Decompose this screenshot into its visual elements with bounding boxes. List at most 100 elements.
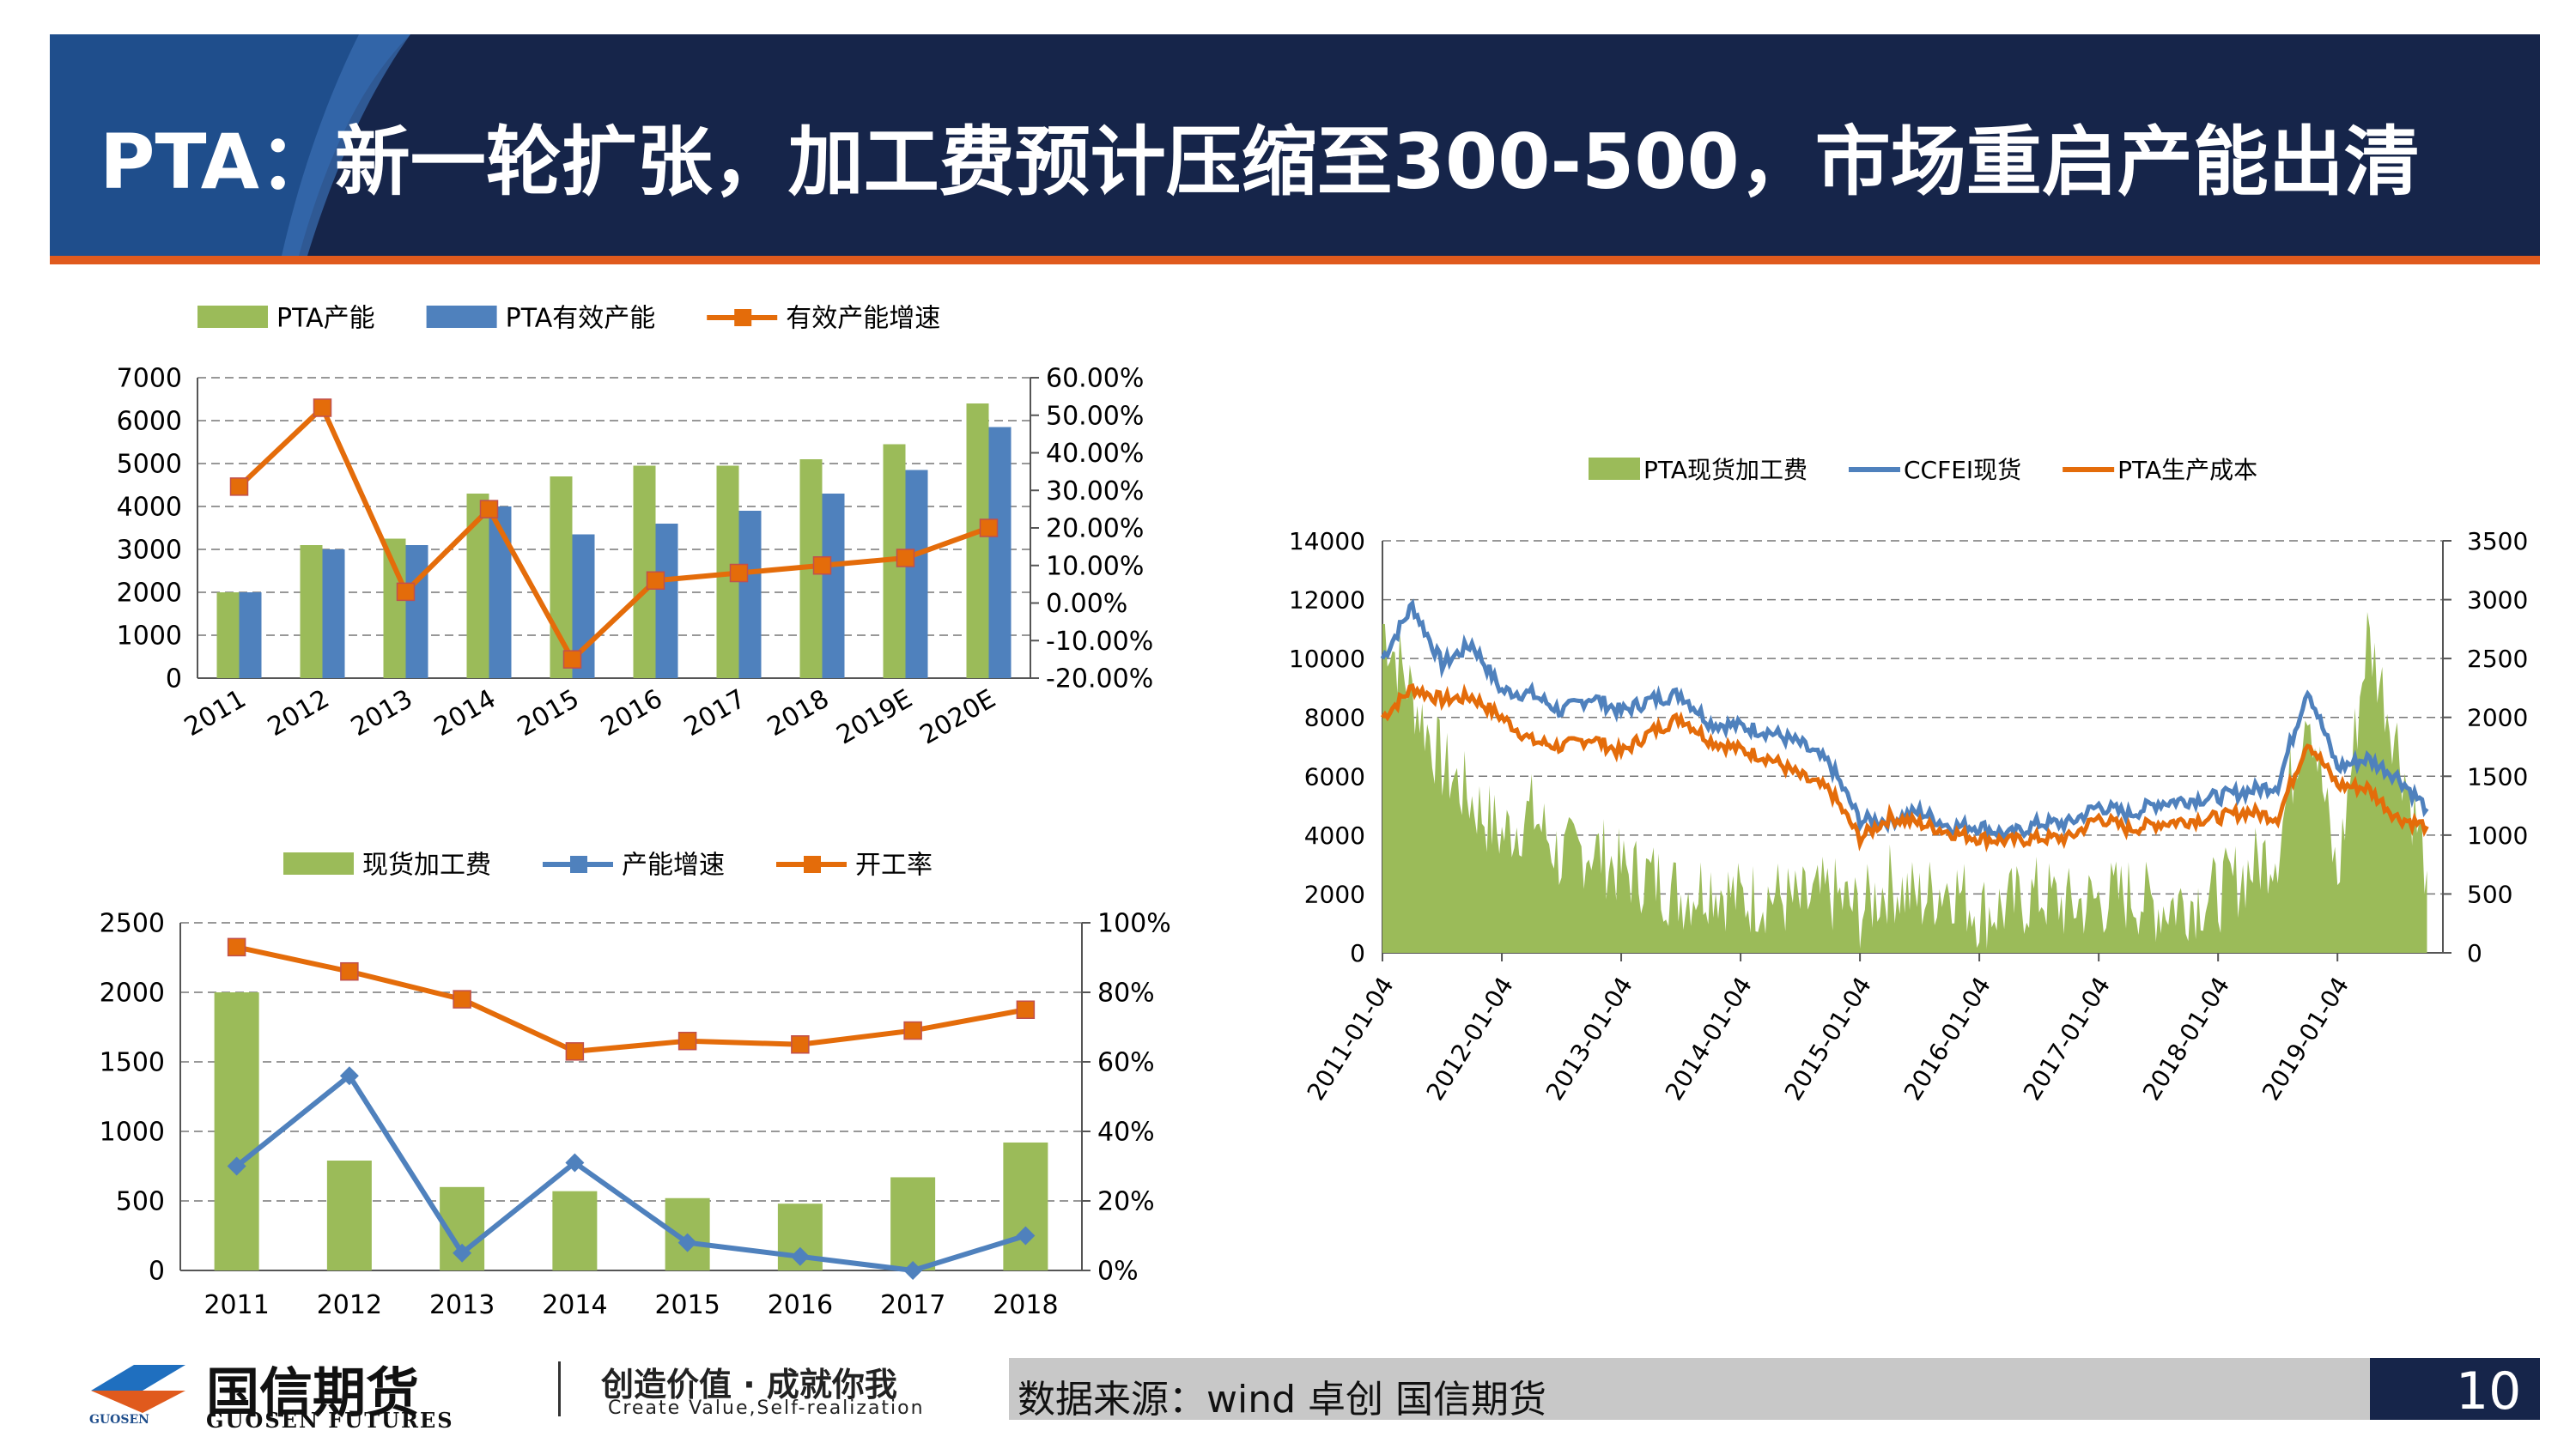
y-tick-label: 6000 [1304, 762, 1365, 791]
marker-有效产能增速 [896, 549, 915, 567]
x-tick-label: 2013 [429, 1290, 495, 1320]
marker-开工率 [903, 1021, 922, 1040]
legend-label: PTA生产成本 [2117, 456, 2257, 484]
legend-label: 有效产能增速 [786, 304, 940, 334]
x-tick-label: 2011 [179, 684, 252, 743]
marker-有效产能增速 [229, 477, 249, 496]
bar-现货加工费 [552, 1191, 598, 1270]
marker-开工率 [565, 1042, 585, 1061]
slogan-cn: 创造价值 · 成就你我 [601, 1366, 897, 1404]
y-tick-label: 10000 [1289, 645, 1365, 673]
y-tick-label: 12000 [1289, 586, 1365, 615]
bar-PTA产能 [300, 545, 323, 678]
bar-PTA有效产能 [905, 470, 928, 678]
x-tick-label: 2018 [993, 1290, 1058, 1320]
logo-cn: 国信期货 [206, 1361, 420, 1424]
y-tick-label: 1000 [100, 1118, 165, 1148]
x-tick-label: 2016 [596, 684, 668, 743]
marker-产能增速 [565, 1153, 585, 1173]
line-有效产能增速 [237, 403, 990, 664]
line-CCFEI现货 [1380, 598, 2429, 844]
capacity-chart: 7000 6000 5000 4000 3000 2000 1000 0 60.00% 50.00… [117, 304, 1154, 751]
marker-有效产能增速 [812, 556, 832, 575]
x-tick-label: 2016 [768, 1290, 833, 1320]
logo-en: GUOSEN FUTURES [206, 1408, 454, 1433]
marker-产能增速 [227, 1156, 246, 1176]
x-tick-label: 2018-01-04 [2137, 972, 2235, 1105]
marker-产能增速 [339, 1066, 359, 1086]
marker-产能增速 [1016, 1226, 1036, 1246]
y2-tick-label: 80% [1097, 979, 1155, 1009]
marker-开工率 [340, 961, 359, 981]
marker-有效产能增速 [479, 500, 499, 518]
y2-tick-label: -20.00% [1046, 664, 1153, 694]
y2-tick-label: 0 [2467, 939, 2482, 967]
legend-marker [804, 856, 821, 873]
y-tick-label: 6000 [117, 407, 182, 437]
bar-PTA有效产能 [489, 506, 512, 678]
marker-有效产能增速 [979, 518, 999, 537]
bar-现货加工费 [214, 992, 259, 1270]
page-number: 10 [2456, 1361, 2522, 1422]
x-tick-label: 2012-01-04 [1421, 972, 1519, 1105]
y-tick-label: 5000 [117, 450, 182, 480]
bar-PTA有效产能 [405, 545, 428, 678]
y2-tick-label: 40% [1097, 1118, 1155, 1148]
y2-tick-label: 3000 [2467, 586, 2528, 615]
y2-tick-label: 0.00% [1046, 589, 1127, 619]
bar-PTA产能 [383, 538, 406, 678]
x-tick-label: 2011-01-04 [1302, 972, 1400, 1105]
legend-label: CCFEI现货 [1904, 456, 2021, 484]
y2-tick-label: 100% [1097, 909, 1171, 939]
marker-有效产能增速 [646, 571, 665, 590]
x-tick-label: 2013 [346, 684, 418, 743]
y2-tick-label: 60% [1097, 1048, 1155, 1078]
line-开工率 [235, 944, 1026, 1054]
bar-PTA产能 [966, 403, 989, 678]
bar-PTA有效产能 [822, 494, 845, 678]
y2-tick-label: 40.00% [1046, 439, 1144, 469]
area-PTA现货加工费 [1382, 611, 2427, 953]
legend-label: PTA有效产能 [506, 304, 656, 334]
y2-tick-label: 3500 [2467, 527, 2528, 555]
title-banner [50, 34, 2540, 256]
y2-tick-label: 1500 [2467, 762, 2528, 791]
marker-有效产能增速 [562, 650, 582, 669]
x-tick-label: 2014-01-04 [1660, 972, 1758, 1105]
page-title: PTA：新一轮扩张，加工费预计压缩至300-500，市场重启产能出清 [100, 118, 2420, 206]
x-tick-label: 2019E [831, 684, 917, 751]
x-tick-label: 2015 [513, 684, 585, 743]
y-tick-label: 8000 [1304, 704, 1365, 732]
legend-swatch [1589, 458, 1640, 480]
y-tick-label: 1000 [117, 621, 182, 652]
x-tick-label: 2020E [914, 684, 1000, 751]
bar-PTA有效产能 [655, 524, 678, 678]
marker-有效产能增速 [313, 398, 332, 417]
marker-有效产能增速 [729, 563, 749, 583]
spot-price-chart: 1400012000100008000600040002000035003000… [1289, 456, 2528, 1106]
title-underline [50, 256, 2540, 264]
y-tick-label: 14000 [1289, 527, 1365, 555]
banner-accent-shape [50, 34, 410, 256]
bar-PTA有效产能 [322, 549, 345, 678]
marker-产能增速 [453, 1243, 472, 1263]
x-tick-label: 2012 [317, 1290, 382, 1320]
y-tick-label: 2000 [100, 979, 165, 1009]
x-tick-label: 2015-01-04 [1779, 972, 1877, 1105]
x-tick-label: 2012 [263, 684, 335, 743]
bar-PTA有效产能 [738, 511, 762, 678]
line-PTA生产成本 [1380, 682, 2429, 853]
x-tick-label: 2014 [429, 684, 501, 743]
y-tick-label: 3000 [117, 536, 182, 566]
y2-tick-label: 2000 [2467, 704, 2528, 732]
legend-swatch [283, 852, 354, 875]
bar-PTA有效产能 [239, 592, 262, 678]
data-source: 数据来源：wind 卓创 国信期货 [1018, 1378, 1546, 1422]
legend-marker [734, 309, 752, 326]
x-tick-label: 2017-01-04 [2018, 972, 2116, 1105]
marker-产能增速 [677, 1233, 697, 1252]
bar-现货加工费 [326, 1161, 372, 1270]
bar-PTA产能 [216, 592, 240, 678]
y-tick-label: 0 [1350, 939, 1365, 967]
legend-swatch [197, 306, 268, 328]
